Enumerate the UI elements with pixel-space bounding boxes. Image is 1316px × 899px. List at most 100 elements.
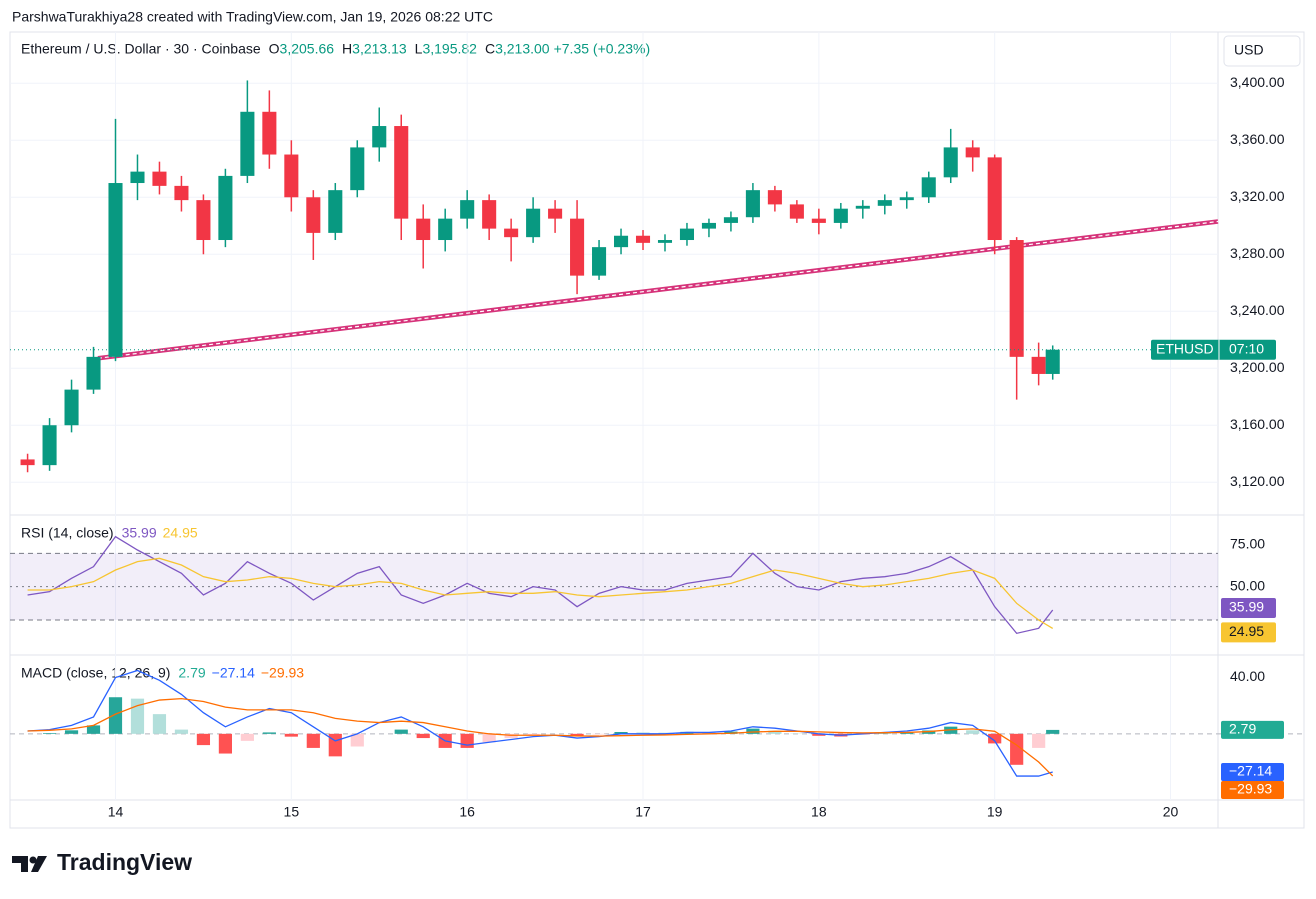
x-tick-label: 17 <box>635 804 651 820</box>
macd-histogram-bar <box>108 697 123 734</box>
rsi-tag-value: 35.99 <box>1229 599 1264 615</box>
rsi-legend-value: 24.95 <box>163 525 198 541</box>
macd-histogram-bar <box>240 733 254 741</box>
macd-tag <box>1221 763 1284 782</box>
candle-body <box>504 228 519 238</box>
logo-mark <box>31 856 47 872</box>
macd-histogram-bar <box>966 730 980 734</box>
candle-body <box>482 200 497 229</box>
candle-body <box>745 190 760 218</box>
macd-histogram-bar <box>526 733 540 736</box>
last-price-countdown: 07:10 <box>1229 340 1264 356</box>
macd-histogram-bar <box>570 733 584 736</box>
y-tick-label: 50.00 <box>1230 577 1265 593</box>
macd-histogram-bar <box>86 725 101 734</box>
macd-title: MACD (close, 12, 26, 9) <box>21 665 170 681</box>
macd-histogram-bar <box>900 732 914 734</box>
macd-histogram-bar <box>504 733 518 739</box>
macd-histogram-bar <box>460 733 474 748</box>
y-tick-label: 3,280.00 <box>1230 245 1285 261</box>
macd-histogram-bar <box>636 732 650 734</box>
macd-histogram-bar <box>702 732 716 734</box>
candle-body <box>899 197 914 201</box>
macd-histogram-bar <box>1046 729 1060 734</box>
candle-body <box>811 218 826 223</box>
macd-histogram-bar <box>988 733 1002 744</box>
candle-body <box>767 190 782 205</box>
candle-body <box>592 247 607 276</box>
rsi-tag-value: 24.95 <box>1229 623 1264 639</box>
y-tick-label: 3,320.00 <box>1230 188 1285 204</box>
macd-histogram-bar <box>174 729 189 734</box>
macd-histogram-bar <box>306 733 320 748</box>
rsi-title: RSI (14, close) <box>21 525 114 541</box>
macd-histogram-bar <box>218 733 232 754</box>
candle-body <box>284 154 299 198</box>
attribution: ParshwaTurakhiya28 created with TradingV… <box>12 9 493 25</box>
ohlc-key: H <box>342 41 352 57</box>
candle-body <box>130 171 145 184</box>
macd-histogram-bar <box>42 733 57 734</box>
currency-box[interactable] <box>1223 35 1301 67</box>
rsi-line <box>27 535 1054 635</box>
candle-body <box>548 208 563 219</box>
x-tick-label: 15 <box>284 804 300 820</box>
candle-body <box>240 111 255 176</box>
brand: TradingView <box>57 849 192 875</box>
candle-body <box>855 205 870 209</box>
trendline-inner <box>97 220 1219 359</box>
candle-body <box>42 425 57 466</box>
y-tick-label: 3,360.00 <box>1230 131 1285 147</box>
candle-body <box>350 147 365 191</box>
candle-body <box>833 208 848 223</box>
candle-body <box>1031 356 1046 374</box>
rsi-tag <box>1221 598 1276 619</box>
macd-histogram-bar <box>416 733 430 739</box>
candle-body <box>789 204 804 219</box>
rsi-line <box>27 557 1054 629</box>
ohlc-key: O <box>269 41 280 57</box>
ohlc-key: L <box>415 41 423 57</box>
macd-histogram-bar <box>196 733 211 746</box>
candle-body <box>262 111 277 155</box>
change: +7.35 (+0.23%) <box>554 41 651 57</box>
rsi-tag <box>1221 622 1276 643</box>
logo-mark <box>12 856 28 872</box>
macd-histogram-bar <box>64 730 79 734</box>
macd-line <box>27 697 1054 777</box>
candle-body <box>416 218 431 241</box>
currency: USD <box>1234 42 1264 58</box>
candle-body <box>174 185 189 201</box>
macd-histogram-bar <box>746 728 760 734</box>
rsi-legend-value: 35.99 <box>122 525 157 541</box>
macd-legend-value: 2.79 <box>178 665 205 681</box>
x-tick-label: 19 <box>987 804 1003 820</box>
candle-body <box>1009 240 1024 357</box>
candle-body <box>987 157 1002 241</box>
ohlc-key: C <box>485 41 495 57</box>
candle-body <box>701 222 716 229</box>
macd-histogram-bar <box>768 730 782 734</box>
macd-legend-value: −29.93 <box>261 665 304 681</box>
x-tick-label: 16 <box>459 804 475 820</box>
logo-mark <box>29 856 37 864</box>
macd-histogram-bar <box>284 733 298 737</box>
macd-histogram-bar <box>152 714 167 734</box>
ohlc-value: 3,195.82 <box>422 41 477 57</box>
macd-tag-value: −27.14 <box>1229 763 1272 779</box>
symbol: Ethereum / U.S. Dollar · 30 · Coinbase <box>21 41 261 57</box>
macd-histogram-bar <box>1032 733 1046 748</box>
y-tick-label: 40.00 <box>1230 668 1265 684</box>
rsi-band <box>10 553 1218 620</box>
candle-body <box>86 356 101 390</box>
y-tick-label: 3,160.00 <box>1230 416 1285 432</box>
macd-histogram-bar <box>614 732 628 734</box>
candle-body <box>438 218 453 241</box>
macd-histogram-bar <box>262 732 276 734</box>
y-tick-label: 3,120.00 <box>1230 473 1285 489</box>
candle-body <box>328 190 343 233</box>
candle-body <box>570 218 585 276</box>
